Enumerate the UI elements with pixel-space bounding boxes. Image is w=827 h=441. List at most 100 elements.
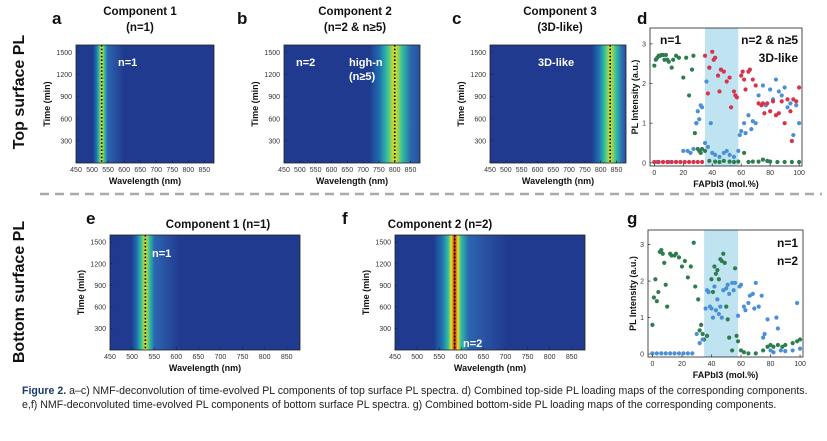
data-point-n-1 <box>660 251 665 256</box>
data-point-n-2-n-5 <box>717 154 722 159</box>
panel-e: e Component 1 (n=1) n=1 450 500 550 600 650 700 7… <box>76 209 301 373</box>
data-point-n-1 <box>732 266 738 271</box>
data-point-3D-like <box>695 159 700 165</box>
data-point-n-1 <box>651 295 657 300</box>
data-point-3D-like <box>753 83 758 88</box>
data-point-n-1 <box>734 333 739 338</box>
y-axis-label: PL Intensity (a.u.) <box>628 256 638 331</box>
data-point-3D-like <box>734 95 739 100</box>
panel-d: d n=1 n=2 & n≥5 3D-like 0 20 40 60 80 100 0 1 2 3 FAPb… <box>630 9 805 189</box>
data-point-n-1 <box>665 304 670 309</box>
x-tick-label: 0 <box>650 361 654 368</box>
y-tick-label: 600 <box>268 116 280 123</box>
data-point-n-2 <box>753 280 758 286</box>
plot-frame <box>109 234 301 351</box>
data-point-n-2 <box>713 308 719 313</box>
data-point-3D-like <box>727 75 732 80</box>
data-point-n-2-n-5 <box>797 121 802 126</box>
x-axis-label: Wavelength (nm) <box>454 363 526 373</box>
data-point-3D-like <box>656 159 661 165</box>
data-point-n-1 <box>761 348 766 353</box>
x-axis-label: FAPbI3 (mol.%) <box>693 370 759 380</box>
data-point-n-2-n-5 <box>756 93 761 98</box>
caption-label: Figure 2. <box>22 385 67 397</box>
data-point-n-2 <box>710 315 716 320</box>
y-tick-label: 3 <box>642 41 646 48</box>
data-point-n-2 <box>719 315 724 320</box>
y-axis-label: Time (min) <box>76 270 86 315</box>
x-tick-label: 0 <box>652 170 656 177</box>
data-point-n-1 <box>709 277 714 282</box>
data-point-n-1 <box>691 53 696 58</box>
data-point-n-2 <box>775 326 781 331</box>
data-point-n-1 <box>650 322 655 327</box>
data-point-3D-like <box>682 159 687 165</box>
legend-entry: n=1 <box>660 33 681 47</box>
x-axis-label: Wavelength (nm) <box>109 176 181 186</box>
plot-frame <box>489 44 627 164</box>
data-point-n-2-n-5 <box>741 121 747 126</box>
data-point-n-2-n-5 <box>731 154 737 159</box>
data-point-n-1 <box>797 337 803 342</box>
data-point-n-2 <box>727 291 732 296</box>
x-tick-label: 850 <box>566 354 578 361</box>
data-point-3D-like <box>779 99 784 104</box>
data-point-n-2 <box>730 280 735 286</box>
data-point-n-1 <box>775 342 781 348</box>
data-point-3D-like <box>785 97 790 102</box>
panel-label: d <box>637 9 647 28</box>
y-tick-label: 900 <box>60 94 72 101</box>
x-tick-label: 600 <box>532 167 544 174</box>
data-point-n-1 <box>721 251 726 256</box>
row-label-top: Top surface PL <box>11 35 28 150</box>
data-point-n-2 <box>654 351 659 356</box>
y-tick-label: 300 <box>94 326 106 333</box>
x-tick-label: 550 <box>433 354 445 361</box>
data-point-n-2 <box>761 335 766 340</box>
y-tick-label: 1500 <box>470 50 486 57</box>
data-point-3D-like <box>717 89 722 94</box>
data-point-n-2-n-5 <box>708 121 713 126</box>
data-point-n-2-n-5 <box>782 85 787 90</box>
data-point-n-1 <box>724 304 729 309</box>
data-point-n-1 <box>696 297 701 302</box>
data-point-n-1 <box>656 289 661 295</box>
data-point-n-1 <box>698 150 703 156</box>
data-point-n-2-n-5 <box>704 79 709 84</box>
x-tick-label: 600 <box>326 167 338 174</box>
data-point-n-2 <box>724 286 729 291</box>
data-point-n-2-n-5 <box>753 121 758 126</box>
data-point-n-2 <box>765 317 770 322</box>
panel-b: b Component 2 (n=2 & n≥5) n=2 high-n (n≥5) 450… <box>237 6 421 186</box>
data-point-n-2-n-5 <box>713 152 718 157</box>
x-tick-label: 500 <box>294 167 306 174</box>
x-tick-label: 40 <box>708 170 716 177</box>
data-point-n-2 <box>762 331 767 337</box>
x-tick-label: 850 <box>405 167 417 174</box>
data-point-n-1 <box>673 251 679 256</box>
panel-title: (3D-like) <box>537 22 583 34</box>
data-point-n-2 <box>794 300 800 306</box>
x-tick-label: 450 <box>389 354 401 361</box>
x-tick-label: 650 <box>547 167 559 174</box>
x-tick-label: 800 <box>389 167 401 174</box>
panel-label: g <box>627 209 637 228</box>
data-point-n-2 <box>735 313 741 318</box>
x-tick-label: 700 <box>150 167 162 174</box>
data-point-n-1 <box>697 328 702 333</box>
data-point-n-1 <box>731 159 737 165</box>
data-point-n-1 <box>663 52 669 58</box>
y-tick-label: 300 <box>379 326 391 333</box>
y-tick-label: 900 <box>268 94 280 101</box>
data-point-n-1 <box>688 264 693 269</box>
data-point-n-1 <box>660 52 666 58</box>
data-point-n-2 <box>783 349 788 354</box>
data-point-3D-like <box>705 91 711 96</box>
legend-entry: n=2 <box>777 254 798 268</box>
data-point-n-1 <box>707 158 712 163</box>
data-point-n-2 <box>743 308 748 313</box>
y-tick-label: 900 <box>94 283 106 290</box>
x-tick-label: 40 <box>708 361 716 368</box>
panel-label: c <box>452 9 461 28</box>
data-point-n-2-n-5 <box>695 109 700 114</box>
